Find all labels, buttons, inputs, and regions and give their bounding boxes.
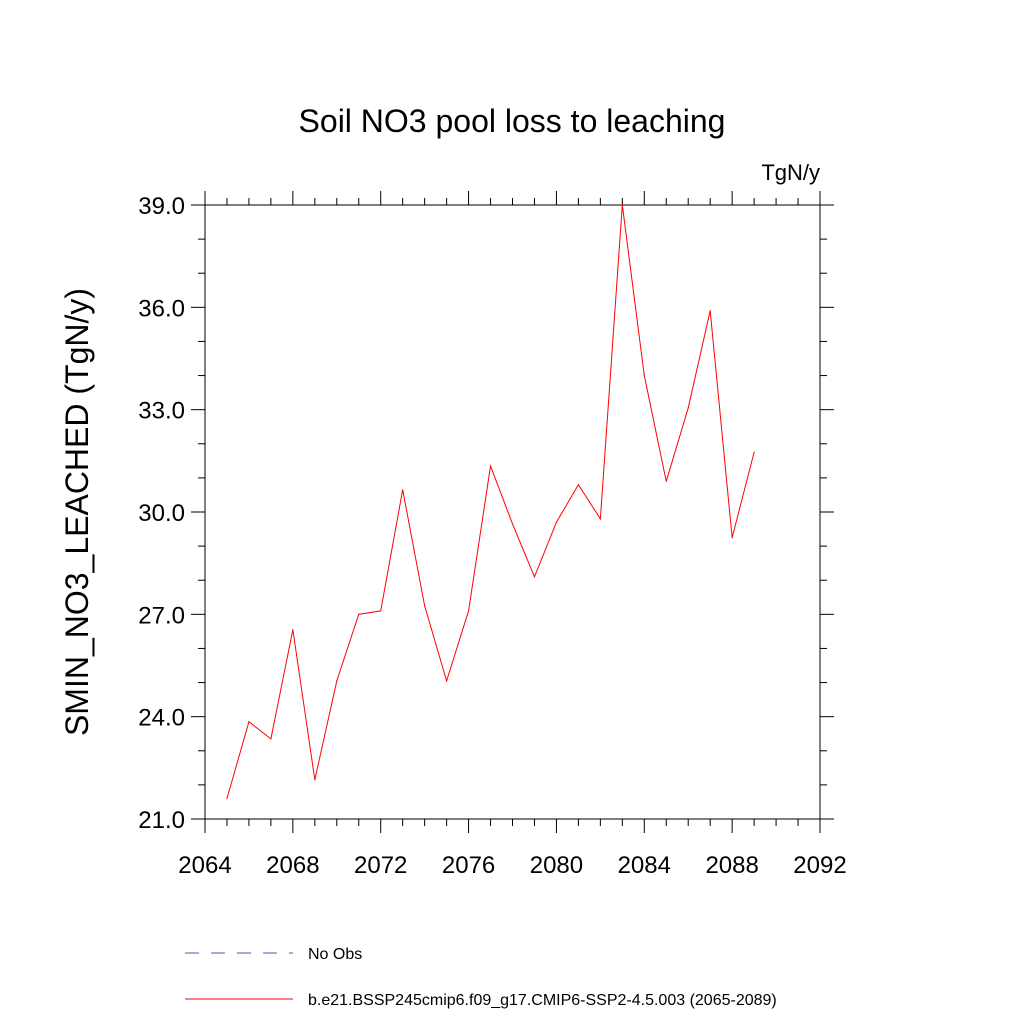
data-point <box>709 310 711 312</box>
data-point <box>270 738 272 740</box>
plot-area: 2064 2068 2072 2076 2080 2084 2088 2092 21.0 24.0… <box>138 191 847 879</box>
units-label: TgN/y <box>761 160 820 185</box>
data-point <box>621 204 623 206</box>
x-tick-label: 2072 <box>354 852 407 879</box>
data-point <box>336 680 338 682</box>
data-point <box>643 374 645 377</box>
x-tick-label: 2068 <box>266 852 319 879</box>
data-point <box>424 605 426 607</box>
data-point <box>533 576 536 578</box>
y-tick-label: 30.0 <box>138 500 185 527</box>
data-point <box>446 680 448 682</box>
legend-label: No Obs <box>308 946 362 963</box>
data-point <box>402 489 404 491</box>
data-point <box>358 613 360 615</box>
data-point <box>467 610 470 612</box>
y-tick-label: 33.0 <box>138 398 185 425</box>
data-point <box>753 451 755 453</box>
data-point <box>511 523 514 525</box>
x-tick-label: 2080 <box>530 852 583 879</box>
data-point <box>665 480 667 482</box>
data-point <box>292 629 294 631</box>
data-point <box>687 407 689 409</box>
legend-label: b.e21.BSSP245cmip6.f09_g17.CMIP6-SSP2-4.… <box>308 992 777 1009</box>
y-tick-label: 27.0 <box>138 602 185 629</box>
data-point <box>248 721 250 723</box>
legend: No Obs b.e21.BSSP245cmip6.f09_g17.CMIP6-S… <box>185 946 777 1009</box>
data-point <box>380 610 382 612</box>
x-tick-label: 2076 <box>442 852 495 879</box>
data-point <box>577 484 579 486</box>
data-point <box>731 536 733 539</box>
chart-title: Soil NO3 pool loss to leaching <box>299 103 726 139</box>
y-tick-label: 24.0 <box>138 705 185 732</box>
series-line <box>226 204 755 799</box>
y-tick-label: 39.0 <box>138 193 185 220</box>
plot-frame <box>204 204 821 820</box>
data-point <box>599 518 601 520</box>
data-point <box>555 521 558 523</box>
x-tick-label: 2088 <box>705 852 758 879</box>
x-tick-label: 2064 <box>178 852 231 879</box>
y-tick-label: 21.0 <box>138 807 185 834</box>
data-point <box>226 797 228 800</box>
y-axis-label: SMIN_NO3_LEACHED (TgN/y) <box>59 288 95 736</box>
data-point <box>314 779 316 781</box>
y-tick-label: 36.0 <box>138 295 185 322</box>
x-tick-label: 2084 <box>618 852 671 879</box>
data-point <box>489 465 492 467</box>
x-tick-label: 2092 <box>793 852 846 879</box>
